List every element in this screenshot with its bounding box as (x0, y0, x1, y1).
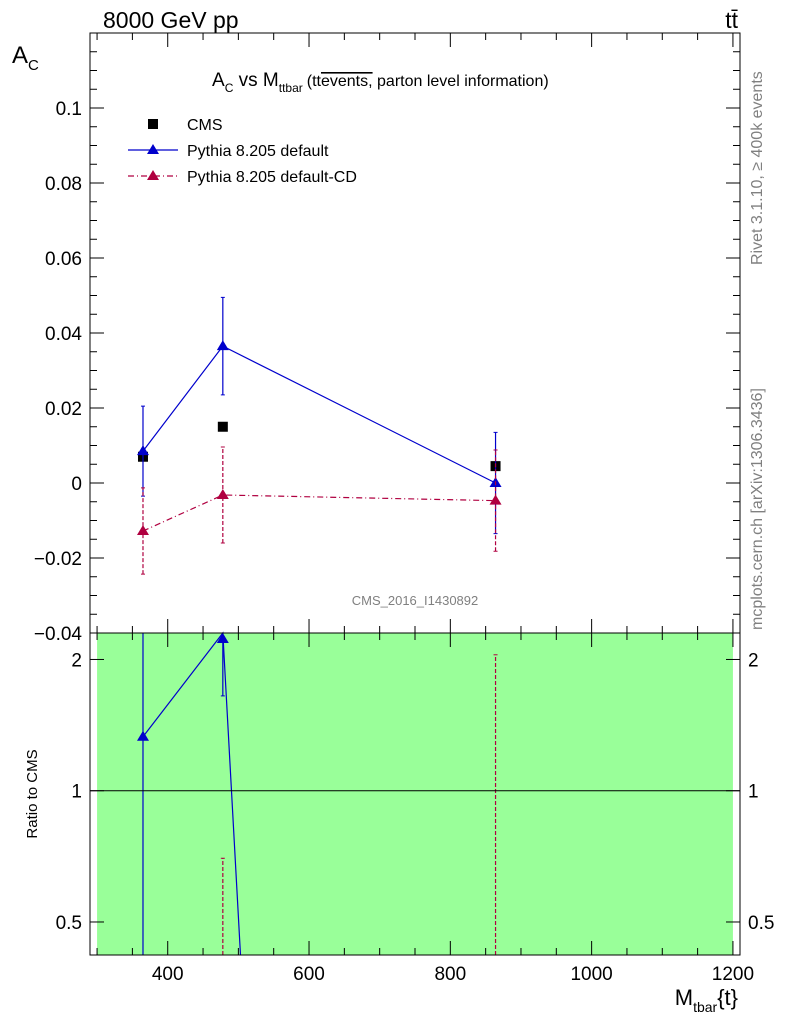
cms-data-point (217, 421, 228, 432)
pythia-cd-point (216, 489, 229, 499)
legend-marker-pythia-cd (147, 170, 159, 180)
pythia-default-line (142, 345, 496, 484)
title-part-a-sub: C (225, 81, 234, 95)
main-plot-title: AC vs Mttbar (ttevents, parton level info… (212, 70, 549, 95)
ratio-y-tick-label-right: 1 (748, 782, 759, 803)
title-part-overline: events, (321, 73, 373, 90)
main-y-axis-label-main: A (12, 42, 28, 69)
x-axis-label-sub: tbar (693, 999, 717, 1015)
main-plot-axes: −0.04 −0.02 0 0.02 0.04 0.06 0.08 0.1 (34, 33, 740, 645)
title-part-rest: parton level information) (373, 73, 549, 90)
legend: CMS Pythia 8.205 default Pythia 8.205 de… (128, 117, 357, 186)
pythia-cd-point (489, 494, 502, 505)
ratio-plot: 0.5 0.5 1 1 2 2 400 600 800 1000 1200 Ratio to CMS… (24, 631, 774, 1015)
x-axis-label-main: M (675, 985, 693, 1010)
ratio-pythia-default-point (216, 633, 229, 643)
analysis-id-label: CMS_2016_I1430892 (352, 593, 479, 608)
ratio-y-tick-label: 1 (71, 782, 82, 803)
main-y-axis-label: AC (12, 42, 39, 74)
ratio-band (97, 633, 733, 955)
x-tick-label: 1200 (712, 964, 754, 985)
ratio-y-tick-label: 2 (71, 650, 82, 671)
ratio-y-tick-label-right: 0.5 (748, 913, 774, 934)
ratio-y-tick-label: 0.5 (56, 913, 82, 934)
title-part-m-sub: ttbar (279, 81, 303, 95)
legend-label-pythia-cd: Pythia 8.205 default-CD (187, 169, 357, 186)
ratio-y-axis-label: Ratio to CMS (24, 749, 41, 838)
main-y-tick-label: −0.02 (34, 549, 82, 570)
legend-marker-cms (148, 119, 158, 129)
ratio-plot-axes: 0.5 0.5 1 1 2 2 400 600 800 1000 1200 (56, 633, 774, 985)
x-tick-label: 600 (293, 964, 325, 985)
pythia-cd-point (136, 525, 149, 535)
x-tick-label: 400 (152, 964, 184, 985)
ratio-plot-frame (89, 632, 741, 956)
ratio-pythia-default-point (136, 730, 149, 741)
x-tick-label: 800 (434, 964, 466, 985)
rivet-version-label: Rivet 3.1.10, ≥ 400k events (749, 71, 766, 265)
main-y-tick-label: 0.1 (56, 99, 82, 120)
main-y-tick-label: 0 (71, 474, 82, 495)
process-label: tt̄ (725, 7, 738, 33)
legend-label-cms: CMS (187, 117, 223, 134)
x-axis-label-rest: {t} (717, 985, 738, 1010)
main-y-tick-label: 0.02 (45, 399, 82, 420)
energy-label: 8000 GeV pp (103, 7, 239, 33)
title-part-paren: (tt (307, 73, 322, 90)
ratio-y-tick-label-right: 2 (748, 650, 759, 671)
pythia-default-point (136, 445, 149, 456)
title-part-a: A (212, 70, 225, 91)
main-y-tick-label: 0.04 (45, 324, 82, 345)
x-tick-label: 1000 (570, 964, 612, 985)
pythia-default-point (216, 340, 229, 351)
legend-label-pythia-default: Pythia 8.205 default (187, 143, 329, 160)
main-y-tick-label: 0.08 (45, 174, 82, 195)
pythia-cd-line (142, 494, 496, 532)
main-y-tick-label: −0.04 (34, 624, 83, 645)
title-part-vs: vs M (233, 70, 278, 91)
main-plot-marks (136, 296, 502, 575)
legend-marker-pythia-default (147, 144, 159, 154)
main-y-axis-label-sub: C (28, 57, 39, 74)
main-y-tick-label: 0.06 (45, 249, 82, 270)
x-axis-label: Mtbar{t} (675, 985, 738, 1015)
mcplots-label: mcplots.cern.ch [arXiv:1306.3436] (749, 388, 766, 630)
